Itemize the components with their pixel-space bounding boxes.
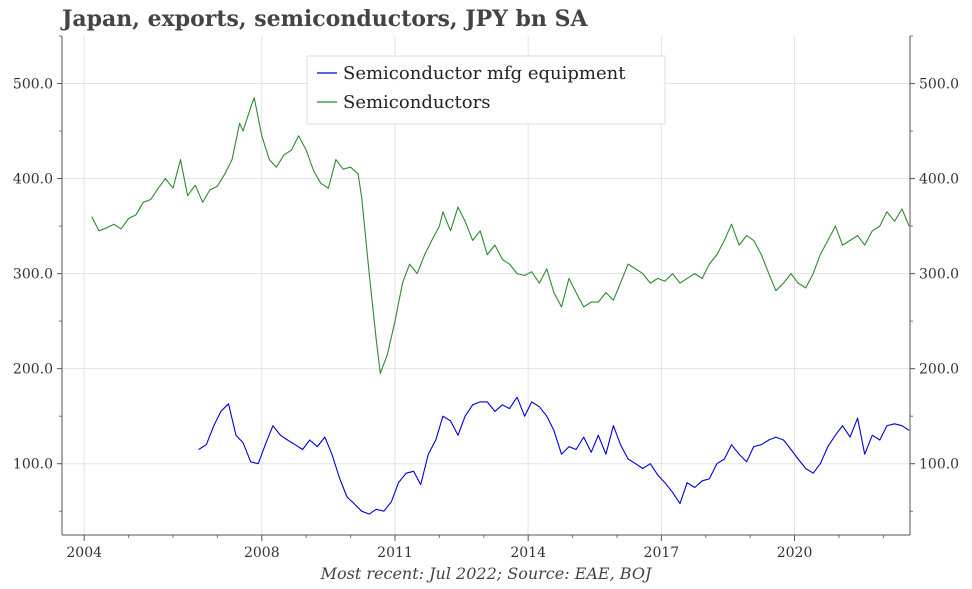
x-tick-label: 2004	[66, 545, 102, 561]
y-tick-label-right: 400.0	[919, 172, 959, 188]
x-tick-label: 2017	[644, 545, 680, 561]
series-line-semiconductor-mfg-equipment	[198, 396, 910, 515]
x-tick-label: 2008	[244, 545, 280, 561]
x-tick-label: 2020	[777, 545, 813, 561]
y-tick-label-left: 100.0	[13, 457, 53, 473]
y-tick-label-left: 300.0	[13, 267, 53, 283]
series-line-semiconductors	[91, 97, 910, 374]
legend: Semiconductor mfg equipment Semiconductor…	[306, 55, 666, 125]
legend-box	[306, 55, 666, 125]
chart-title: Japan, exports, semiconductors, JPY bn S…	[62, 6, 588, 32]
x-tick-label: 2014	[510, 545, 546, 561]
y-tick-label-right: 100.0	[919, 457, 959, 473]
series-layer	[91, 97, 910, 515]
y-tick-label-right: 500.0	[919, 77, 959, 93]
y-tick-label-right: 200.0	[919, 362, 959, 378]
axes: 100.0 100.0 200.0 200.0 300.0 300.0 400.0 400.0…	[13, 35, 959, 561]
x-tick-label: 2011	[377, 545, 413, 561]
y-tick-label-left: 200.0	[13, 362, 53, 378]
y-tick-label-left: 400.0	[13, 172, 53, 188]
legend-label: Semiconductors	[343, 92, 490, 113]
legend-label: Semiconductor mfg equipment	[343, 63, 626, 84]
chart-footer: Most recent: Jul 2022; Source: EAE, BOJ	[320, 564, 652, 583]
y-tick-label-left: 500.0	[13, 77, 53, 93]
y-tick-label-right: 300.0	[919, 267, 959, 283]
